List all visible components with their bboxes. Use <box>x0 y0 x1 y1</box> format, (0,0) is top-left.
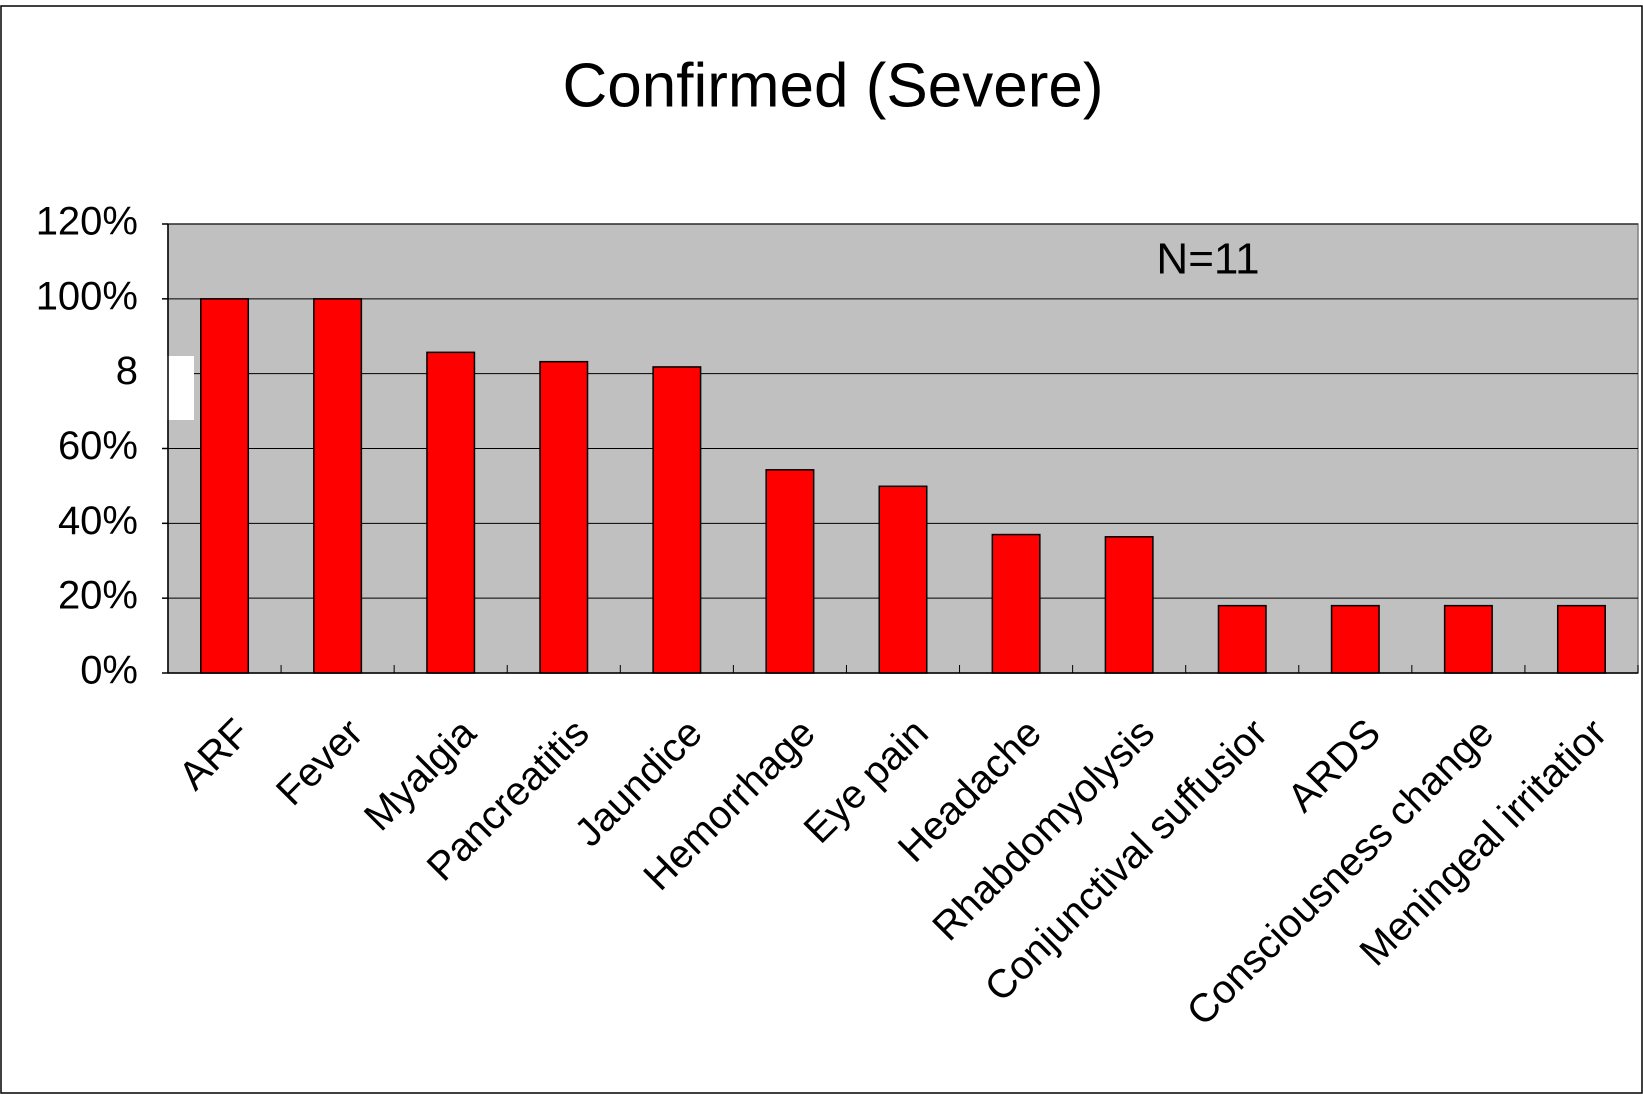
bar <box>1217 604 1267 674</box>
bar <box>991 533 1041 674</box>
label-mask <box>150 356 194 420</box>
bar <box>765 469 815 674</box>
y-tick-label: 120% <box>36 200 138 244</box>
bar <box>1443 604 1493 674</box>
bar <box>426 351 476 674</box>
y-tick-label: 20% <box>58 574 138 618</box>
y-tick-label: 100% <box>36 274 138 318</box>
y-tick-label: 40% <box>58 499 138 543</box>
y-tick-label: 60% <box>58 424 138 468</box>
bar <box>1104 536 1154 674</box>
bar <box>652 366 702 674</box>
annotation: N=11 <box>1156 235 1259 284</box>
bar <box>878 485 928 674</box>
bar <box>313 298 363 674</box>
bar <box>539 360 589 674</box>
bar <box>1330 604 1380 674</box>
chart-title: Confirmed (Severe) <box>563 51 1104 120</box>
y-tick-label: 8 <box>116 349 138 393</box>
y-tick-label: 0% <box>80 649 138 693</box>
bar <box>1556 604 1606 674</box>
bar <box>200 298 250 674</box>
